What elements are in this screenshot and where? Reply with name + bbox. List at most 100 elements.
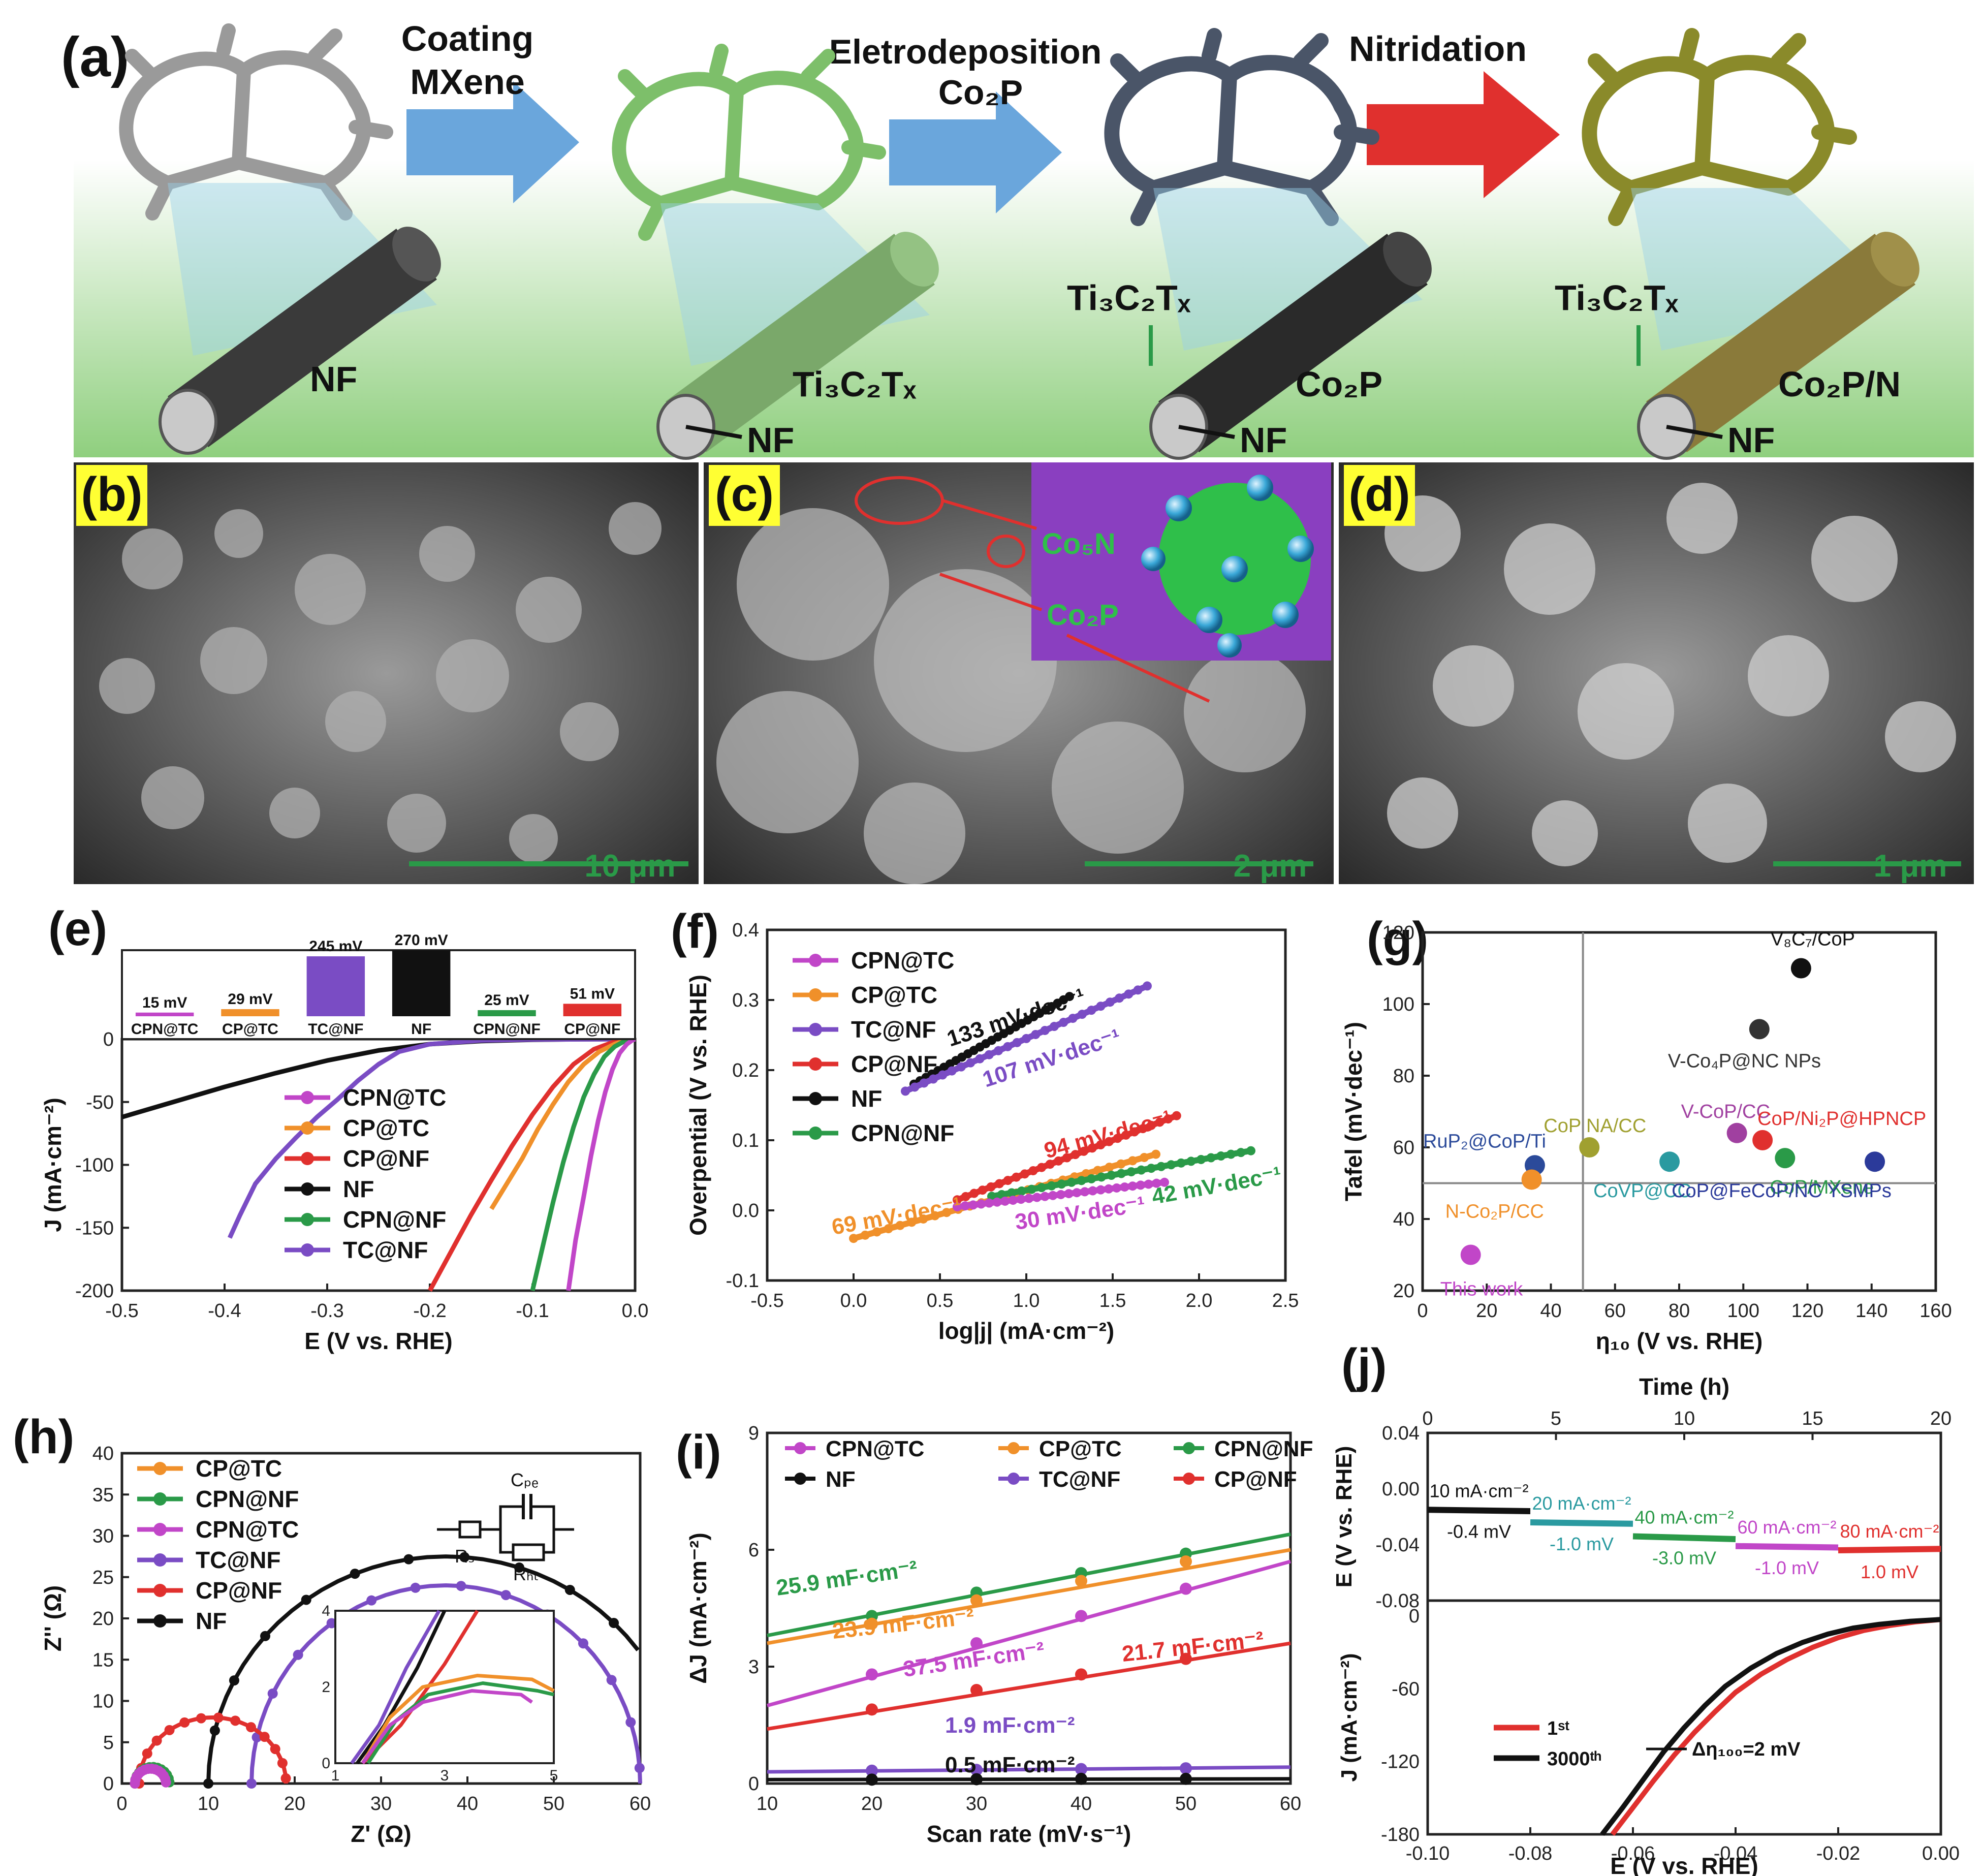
- tafel-point-TC@NF: [1031, 1029, 1041, 1039]
- x-tick-label-top: 0: [1422, 1408, 1433, 1429]
- cdl-point-TC@NF: [1075, 1763, 1087, 1775]
- x-tick-label: 2.0: [1186, 1290, 1213, 1311]
- tafel-point-TC@NF: [1087, 1006, 1096, 1015]
- panel-f: (f) -0.5 0.0 0.5 1.0 1.5 2.0 2.5 -0.1 0.0 0.1 0.2 0…: [671, 904, 1299, 1344]
- nyquist-point-NF: [403, 1554, 414, 1565]
- tafel-point-CP@NF: [1079, 1146, 1089, 1156]
- nyquist-point-NF: [260, 1631, 271, 1641]
- cdl-label-TC@NF: 1.9 mF·cm⁻²: [945, 1713, 1075, 1738]
- tafel-point-CPN@NF: [1007, 1188, 1017, 1198]
- legend-f-label: TC@NF: [851, 1016, 936, 1043]
- scale-label-c: 2 μm: [1234, 849, 1307, 884]
- tafel-point-CP@NF: [986, 1182, 996, 1192]
- x-tick-label-top: 20: [1930, 1408, 1951, 1429]
- tafel-point-TC@NF: [1059, 1018, 1068, 1027]
- cdl-point-CP@TC: [970, 1594, 983, 1607]
- plot-frame: [766, 1431, 1292, 1785]
- nitridation-arrow: [1367, 71, 1560, 198]
- y-tick-label: 20: [1393, 1280, 1414, 1302]
- legend-h-label: CPN@TC: [196, 1516, 299, 1543]
- panel-c: Co₅N Co₂P (c) 2 μm: [704, 462, 1334, 884]
- panel-a-label: (a): [61, 26, 129, 88]
- nyquist-point-TC@NF: [267, 1688, 278, 1699]
- tafel-point-TC@NF: [994, 1046, 1003, 1055]
- panel-b-label-box: [76, 465, 147, 526]
- tafel-point-TC@NF: [1105, 997, 1115, 1007]
- y-tick-label-bottom: -120: [1381, 1752, 1420, 1773]
- tafel-point-CP@NF: [1129, 1127, 1139, 1137]
- legend-f-label: CPN@TC: [851, 947, 954, 974]
- tafel-point-CPN@NF: [1246, 1146, 1255, 1155]
- cdl-point-NF: [1180, 1772, 1192, 1785]
- x-axis-label: η₁₀ (V vs. RHE): [1596, 1328, 1763, 1354]
- y-tick-label: 10: [92, 1691, 114, 1712]
- tafel-point-CP@NF: [961, 1192, 970, 1201]
- y-tick-label: 0.3: [732, 990, 759, 1011]
- x-axis-label: Scan rate (mV·s⁻¹): [927, 1821, 1131, 1847]
- x-tick-label: -0.2: [413, 1300, 446, 1322]
- nyquist-curve-NF: [206, 1554, 640, 1784]
- legend-h-label: CPN@NF: [196, 1486, 299, 1512]
- stability-delta-label: 1.0 mV: [1861, 1561, 1918, 1582]
- lsv-curve-3000th: [1600, 1617, 1941, 1836]
- nyquist-point-CP@NF: [230, 1715, 241, 1726]
- tafel-point-CPN@NF: [1216, 1151, 1226, 1161]
- co2pn-network-icon: [1582, 28, 1857, 226]
- tafel-point-CP@TC: [930, 1211, 940, 1221]
- legend-i-label: CP@NF: [1214, 1467, 1297, 1492]
- tafel-point-CP@NF: [1003, 1176, 1013, 1185]
- tafel-point-CPN@TC: [1024, 1194, 1034, 1203]
- overpotential-value-CPN@TC: 15 mV: [142, 994, 187, 1011]
- x-tick-label: 1.0: [1013, 1290, 1040, 1311]
- tafel-point-TC@NF: [901, 1086, 910, 1096]
- legend-f-marker: [809, 1057, 822, 1071]
- nyquist-point-TC@NF: [410, 1582, 421, 1593]
- tafel-point-TC@NF: [1012, 1038, 1022, 1047]
- panel-d: (d) 1 μm: [1339, 462, 1974, 884]
- legend-i-label: NF: [826, 1467, 856, 1492]
- nyquist-point-TC@NF: [578, 1638, 588, 1649]
- panel-i: (i) 10 20 30 40 50 60 0 3 6 9 Scan rate (mV·s⁻¹) ΔJ…: [676, 1423, 1313, 1847]
- nyquist-point-NF: [459, 1552, 470, 1562]
- tafel-point-CP@NF: [1087, 1143, 1097, 1153]
- x-tick-label-bottom: -0.02: [1816, 1843, 1861, 1864]
- stability-step: [1735, 1543, 1839, 1551]
- tafel-point-CPN@NF: [1087, 1174, 1096, 1183]
- benchmark-label: CoP/MXene: [1770, 1177, 1874, 1198]
- tafel-point-TC@NF: [1143, 981, 1152, 991]
- cdl-point-CP@NF: [866, 1703, 878, 1716]
- cdl-point-TC@NF: [970, 1764, 983, 1776]
- rod4-top-label: Ti₃C₂Tₓ: [1555, 278, 1679, 318]
- tafel-point-CP@NF: [1096, 1140, 1106, 1150]
- cdl-label-NF: 0.5 mF·cm⁻²: [945, 1753, 1075, 1777]
- x-tick-label: 40: [1540, 1300, 1561, 1322]
- cdl-point-NF: [970, 1773, 983, 1786]
- cdl-point-CPN@TC: [866, 1668, 878, 1681]
- overpotential-bar-CPN@NF: [478, 1010, 536, 1016]
- y-tick-label: 80: [1393, 1066, 1414, 1087]
- panel-j: (j) 0 5 10 15 20 0.04 0.00 -0.04 -0.08 Time (h) E …: [1332, 1339, 1960, 1876]
- tafel-point-CPN@NF: [1176, 1158, 1186, 1168]
- tafel-point-CP@NF: [953, 1195, 962, 1205]
- tafel-point-CPN@NF: [1066, 1177, 1076, 1187]
- legend-h-marker: [153, 1584, 167, 1597]
- co2p-rod: [1149, 232, 1432, 460]
- x-tick-label: 0: [116, 1793, 127, 1815]
- x-tick-label: 140: [1855, 1300, 1887, 1322]
- arrow-coating-label-1: Coating: [401, 19, 534, 58]
- tafel-point-CP@TC: [1151, 1149, 1160, 1159]
- cdl-point-CP@TC: [1075, 1575, 1087, 1587]
- tafel-point-CP@NF: [1172, 1111, 1181, 1120]
- tafel-point-CP@NF: [1138, 1124, 1148, 1134]
- x-axis-label: Z' (Ω): [351, 1821, 411, 1847]
- legend-f-marker: [809, 988, 822, 1002]
- benchmark-point: [1726, 1122, 1747, 1143]
- tafel-point-CP@TC: [860, 1230, 870, 1240]
- lsv-curve-1st: [1610, 1617, 1941, 1836]
- mxene-rod: [656, 232, 939, 460]
- nyquist-point-NF: [209, 1725, 220, 1736]
- overpotential-value-NF: 270 mV: [395, 932, 448, 949]
- legend-e-marker: [301, 1213, 314, 1226]
- inset-pointer-lines: [855, 476, 1210, 703]
- panel-e-label: (e): [48, 902, 107, 956]
